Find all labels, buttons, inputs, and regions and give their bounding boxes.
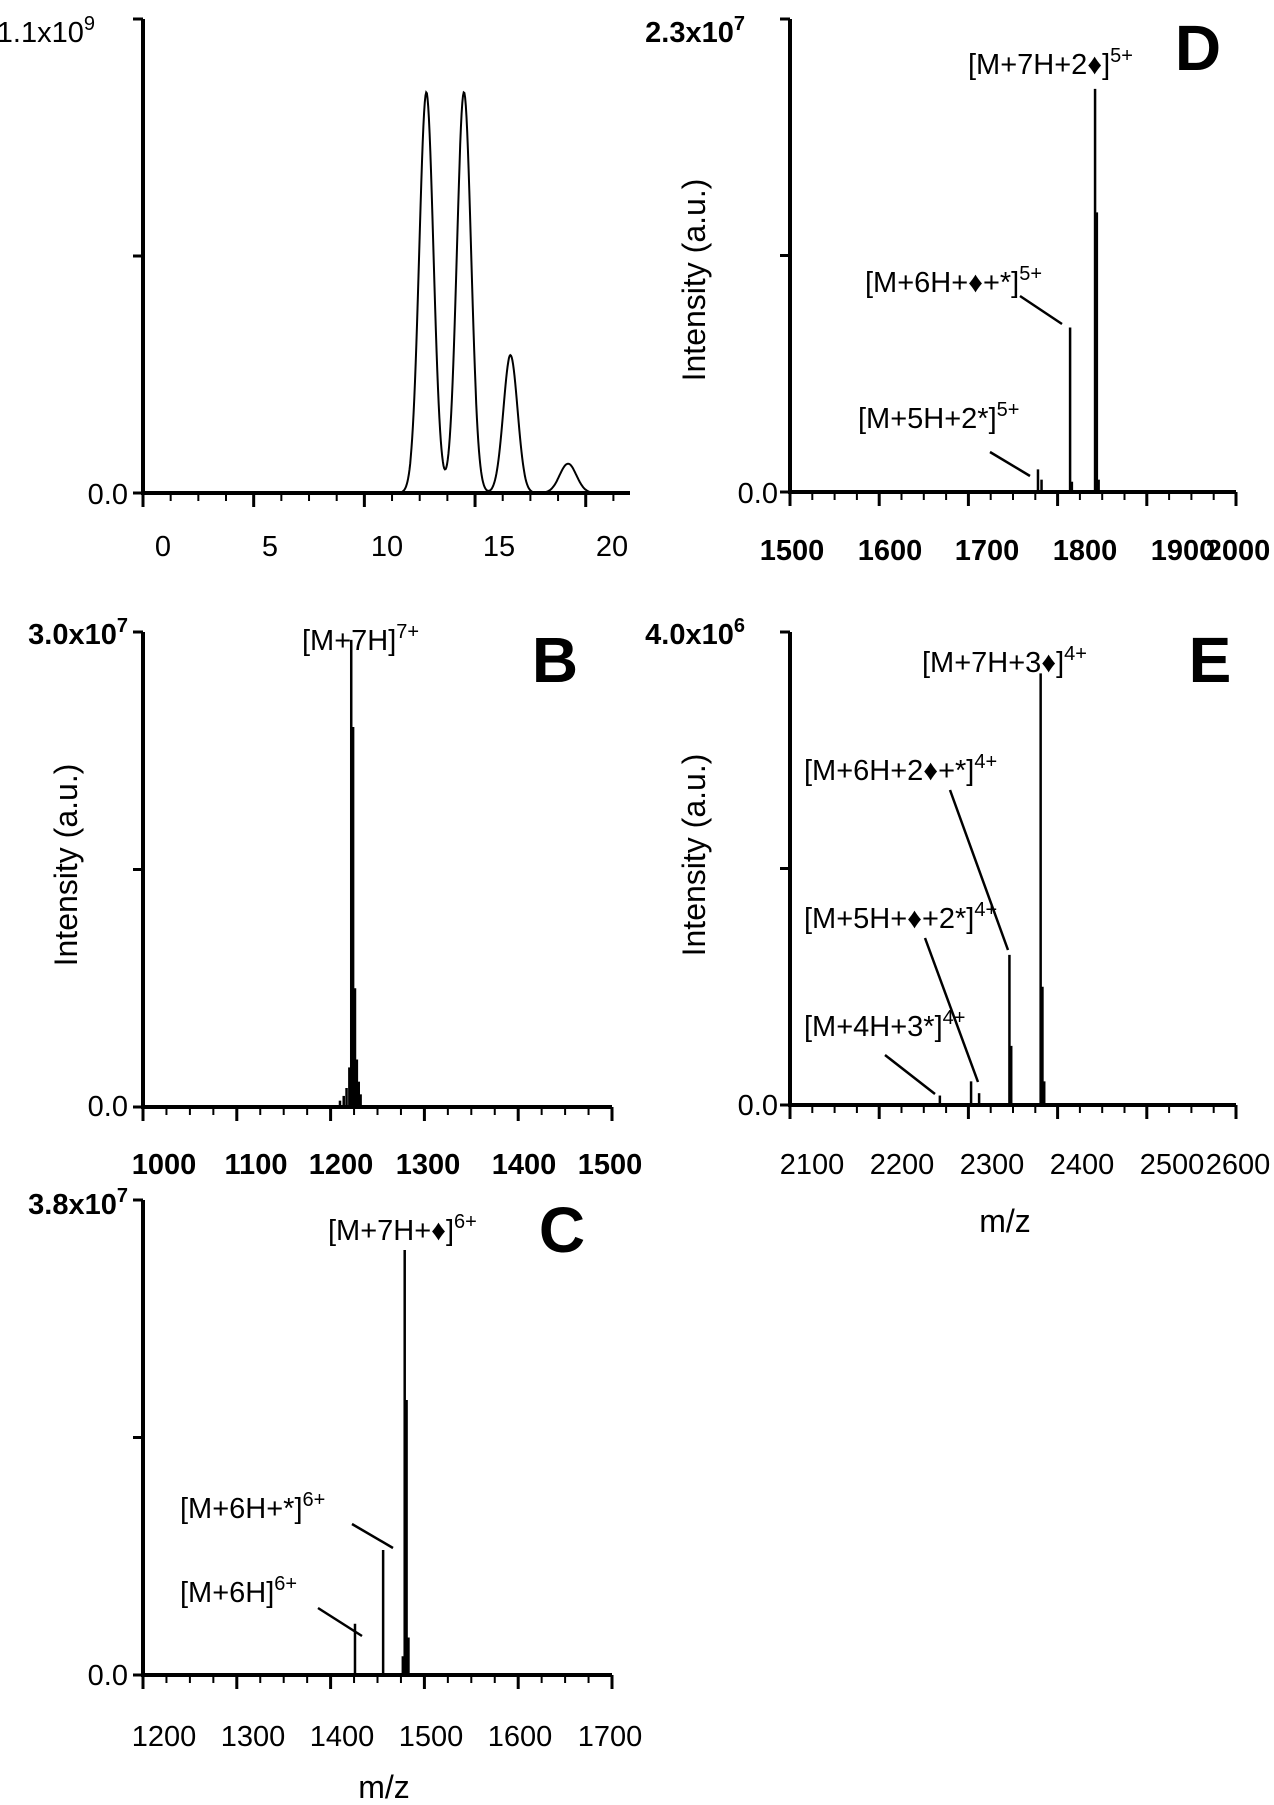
x-tick-label: 2000 [1206,535,1271,567]
x-tick-label: 1200 [309,1149,374,1181]
panel-d: 2.3x107 0.0 D Intensity (a.u.) 1500 1600… [645,12,1270,567]
x-tick-label: 1700 [955,535,1020,567]
x-tick-label: 1900 [1151,535,1216,567]
panel-c-y-max-label: 3.8x107 [28,1185,128,1221]
x-tick-label: 2400 [1050,1149,1115,1181]
x-tick-label: 1600 [488,1721,553,1753]
x-tick-label: 2300 [960,1149,1025,1181]
panel-d-y-axis-title: Intensity (a.u.) [676,179,712,382]
x-tick-label: 1700 [578,1721,643,1753]
panel-b-y-zero-label: 0.0 [88,1091,128,1123]
x-tick-label: 20 [596,531,628,563]
leader-line [351,1522,394,1550]
x-tick-label: 1100 [225,1149,288,1181]
x-tick-label: 1600 [858,535,923,567]
panel-c: 3.8x107 0.0 C 1200 1300 1400 1500 1600 1… [28,1185,643,1805]
panel-c-x-tick-labels: 1200 1300 1400 1500 1600 1700 [132,1721,643,1753]
x-tick-label: 15 [483,531,515,563]
x-tick-label: 2200 [870,1149,935,1181]
x-tick-label: 1500 [399,1721,464,1753]
panel-e-y-zero-label: 0.0 [738,1090,778,1122]
x-tick-label: 1400 [310,1721,375,1753]
x-tick-label: 0 [155,531,171,563]
leader-line [1019,294,1063,326]
x-tick-label: 1300 [221,1721,286,1753]
peak-label: [M+6H+♦+*]5+ [865,263,1042,299]
peak-label: [M+7H+3♦]4+ [922,643,1087,679]
leader-line [989,450,1031,478]
x-tick-label: 2100 [780,1149,845,1181]
panel-a: 1.1x109 0.0 0 5 10 15 20 [0,13,628,563]
x-tick-label: 1500 [760,535,825,567]
panel-c-y-zero-label: 0.0 [88,1660,128,1692]
x-tick-label: 2600 [1206,1149,1271,1181]
peak-label: [M+4H+3*]4+ [804,1007,965,1043]
panel-b-letter: B [532,624,578,696]
panel-e-x-axis-title: m/z [979,1203,1031,1239]
x-tick-label: 10 [371,531,403,563]
panel-b-y-axis-title: Intensity (a.u.) [48,764,84,967]
peak-label: [M+6H]6+ [180,1573,297,1609]
panel-c-letter: C [539,1194,585,1266]
panel-d-y-max-label: 2.3x107 [645,13,745,49]
peak-label: [M+7H+♦]6+ [328,1211,477,1247]
x-tick-label: 1000 [132,1149,197,1181]
panel-b-x-tick-labels: 1000 1100 1200 1300 1400 1500 [132,1149,643,1181]
chart-marks [133,17,1238,1689]
peak-label: [M+5H+2*]5+ [858,399,1019,435]
x-tick-label: 2500 [1140,1149,1205,1181]
x-tick-label: 1300 [396,1149,461,1181]
x-tick-label: 1800 [1053,535,1118,567]
panel-e-y-axis-title: Intensity (a.u.) [676,754,712,957]
leader-line [923,937,980,1083]
peak-label: [M+6H+*]6+ [180,1489,325,1525]
panel-e-x-tick-labels: 2100 2200 2300 2400 2500 2600 [780,1149,1271,1181]
panel-b-y-max-label: 3.0x107 [28,615,128,651]
panel-d-y-zero-label: 0.0 [738,478,778,510]
x-tick-label: 1400 [492,1149,557,1181]
x-tick-label: 5 [262,531,278,563]
x-tick-label: 1500 [578,1149,643,1181]
panel-c-x-axis-title: m/z [358,1769,410,1800]
peak-label: [M+7H+2♦]5+ [968,45,1133,81]
peak-label: [M+6H+2♦+*]4+ [804,751,997,787]
panel-a-x-tick-labels: 0 5 10 15 20 [155,531,628,563]
panel-d-x-tick-labels: 1500 1600 1700 1800 1900 2000 [760,535,1271,567]
peak-label: [M+7H]7+ [302,621,419,657]
panel-e: 4.0x106 0.0 E Intensity (a.u.) 2100 2200… [645,615,1270,1239]
panel-d-letter: D [1175,12,1221,84]
panel-b: 3.0x107 0.0 B Intensity (a.u.) 1000 1100… [28,615,642,1181]
panel-e-letter: E [1189,624,1232,696]
leader-line [948,789,1010,951]
panel-a-y-zero-label: 0.0 [88,479,128,511]
panel-e-y-max-label: 4.0x106 [645,615,745,651]
x-tick-label: 1200 [132,1721,197,1753]
leader-line [884,1054,936,1095]
peak-label: [M+5H+♦+2*]4+ [804,899,997,935]
panel-a-y-max-label: 1.1x109 [0,13,95,49]
chromatogram-trace [143,90,630,494]
